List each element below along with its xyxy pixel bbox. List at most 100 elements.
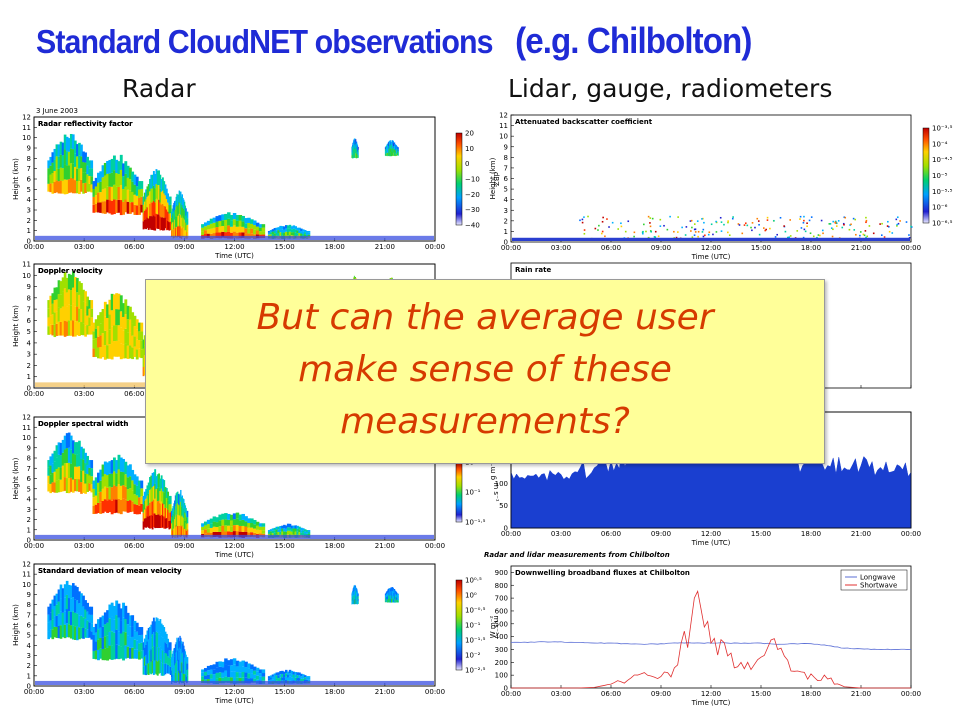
radar-echo-cell (247, 222, 251, 229)
radar-echo-cell (182, 641, 184, 653)
radar-echo-cell (227, 531, 231, 538)
radar-echo-cell (212, 227, 217, 234)
radar-echo-cell (151, 515, 154, 530)
radar-echo-cell (112, 499, 116, 514)
radar-echo-cell (390, 141, 392, 146)
radar-echo-cell (131, 181, 135, 192)
radar-echo-cell (247, 527, 251, 533)
radar-echo-cell (271, 533, 275, 536)
radar-echo-cell (218, 677, 222, 684)
radar-echo-cell (149, 178, 151, 192)
radar-echo-cell (140, 331, 144, 341)
radar-echo-cell (55, 457, 59, 470)
radar-echo-cell (135, 649, 139, 659)
backscatter-cell (769, 227, 771, 230)
radar-echo-cell (133, 315, 137, 327)
backscatter-cell (896, 225, 898, 227)
radar-echo-cell (177, 504, 180, 515)
backscatter-cell (604, 235, 606, 238)
radar-echo-cell (286, 231, 290, 236)
radar-echo-cell (186, 211, 188, 219)
backscatter-cell (774, 236, 777, 238)
radar-echo-cell (168, 650, 171, 658)
radar-echo-cell (182, 498, 184, 508)
radar-echo-cell (174, 644, 177, 654)
colorbar-tick-label: 10⁻¹ (465, 489, 481, 497)
radar-echo-cell (117, 174, 121, 187)
radar-echo-cell (55, 180, 59, 193)
radar-echo-cell (175, 662, 177, 673)
radar-echo-cell (156, 501, 159, 515)
radar-echo-cell (186, 524, 188, 531)
radar-echo-cell (288, 231, 292, 236)
radar-echo-cell (163, 218, 166, 231)
radar-echo-cell (74, 612, 77, 627)
radar-echo-cell (224, 676, 228, 683)
radar-echo-cell (140, 322, 144, 332)
radar-echo-cell (261, 523, 266, 527)
radar-echo-cell (53, 595, 57, 606)
radar-echo-cell (176, 492, 178, 504)
backscatter-cell (812, 235, 815, 238)
radar-echo-cell (232, 671, 237, 678)
radar-echo-cell (386, 591, 388, 595)
backscatter-cell (738, 224, 741, 226)
radar-echo-cell (63, 584, 67, 598)
radar-echo-cell (397, 600, 399, 603)
radar-echo-cell (179, 226, 181, 239)
radar-echo-cell (146, 186, 149, 197)
radar-echo-cell (150, 649, 153, 662)
radar-echo-cell (396, 597, 398, 600)
radar-echo-cell (397, 147, 399, 150)
radar-echo-cell (167, 500, 170, 510)
radar-echo-cell (391, 598, 393, 603)
radar-echo-cell (112, 605, 116, 620)
panel-title: Rain rate (515, 266, 551, 274)
radar-echo-cell (303, 531, 307, 534)
radar-echo-cell (385, 595, 387, 598)
radar-echo-cell (53, 616, 57, 627)
radar-echo-cell (391, 143, 393, 148)
radar-echo-cell (84, 618, 87, 629)
radar-echo-cell (110, 172, 114, 187)
backscatter-cell (697, 235, 699, 238)
radar-echo-cell (393, 595, 396, 600)
radar-echo-cell (387, 598, 390, 603)
radar-echo-cell (247, 217, 251, 223)
radar-echo-cell (97, 649, 100, 661)
backscatter-cell (690, 230, 692, 232)
radar-echo-cell (397, 153, 399, 156)
radar-echo-cell (389, 144, 391, 149)
backscatter-cell (802, 236, 805, 239)
y-tick-label: 11 (22, 261, 31, 269)
y-axis-label: W m⁻² (489, 616, 497, 639)
y-tick-label: 2 (27, 662, 31, 670)
panel-title: Doppler spectral width (38, 420, 128, 428)
y-axis-label: Height (km) (12, 457, 20, 499)
radar-echo-cell (279, 526, 282, 529)
colorbar-tick-label: −30 (465, 206, 480, 214)
radar-echo-cell (140, 340, 144, 350)
x-tick-label: 15:00 (275, 688, 295, 696)
radar-echo-cell (97, 202, 100, 213)
radar-echo-cell (275, 672, 279, 676)
radar-echo-cell (394, 596, 396, 600)
radar-echo-cell (149, 515, 151, 529)
radar-echo-cell (108, 314, 112, 330)
radar-echo-cell (357, 596, 359, 599)
radar-echo-cell (67, 598, 71, 612)
radar-echo-cell (277, 227, 280, 231)
radar-echo-cell (49, 183, 53, 193)
radar-echo-cell (186, 657, 189, 664)
radar-echo-cell (180, 637, 182, 649)
radar-echo-cell (250, 228, 254, 234)
y-tick-label: 4 (27, 642, 32, 650)
backscatter-cell (849, 224, 851, 226)
radar-echo-cell (151, 472, 154, 488)
radar-echo-cell (103, 612, 107, 625)
radar-echo-cell (396, 148, 398, 151)
x-tick-label: 15:00 (751, 530, 771, 538)
radar-echo-cell (97, 182, 100, 193)
radar-echo-cell (283, 226, 286, 230)
x-tick-label: 00:00 (501, 530, 521, 538)
